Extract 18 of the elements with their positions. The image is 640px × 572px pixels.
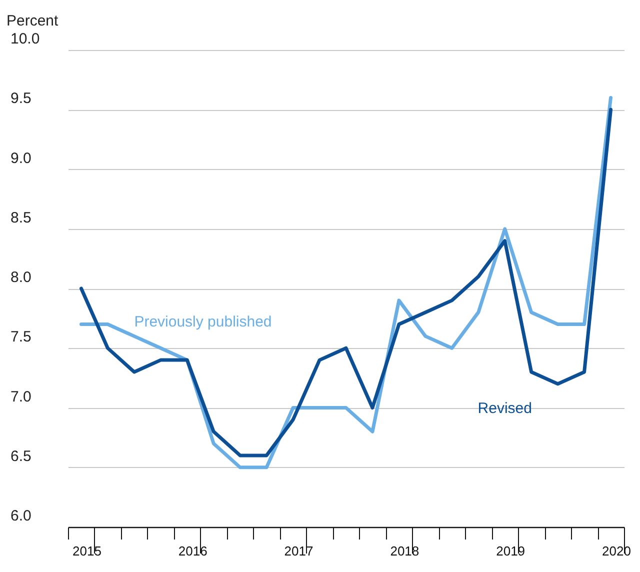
y-tick-label: 9.5	[10, 90, 32, 108]
x-tick-label: 2017	[284, 544, 314, 558]
y-tick-label: 8.0	[10, 269, 32, 286]
y-tick-label: 9.0	[10, 150, 32, 167]
series-label: Previously published	[134, 313, 272, 330]
x-tick-label: 2019	[496, 544, 526, 558]
y-axis-title: Percent	[6, 12, 60, 30]
x-tick-label: 2018	[390, 544, 420, 558]
y-tick-label: 8.5	[10, 209, 32, 226]
x-tick-label: 2015	[72, 544, 102, 558]
y-tick-label: 7.0	[10, 388, 32, 406]
series-label: Revised	[478, 400, 532, 417]
y-tick-label: 7.5	[10, 328, 32, 346]
y-tick-label: 6.5	[10, 448, 32, 465]
x-tick-label: 2016	[178, 544, 208, 558]
y-tick-label: 6.0	[10, 508, 32, 524]
x-tick-label: 2020	[602, 544, 631, 558]
y-tick-label: 10.0	[10, 30, 40, 48]
